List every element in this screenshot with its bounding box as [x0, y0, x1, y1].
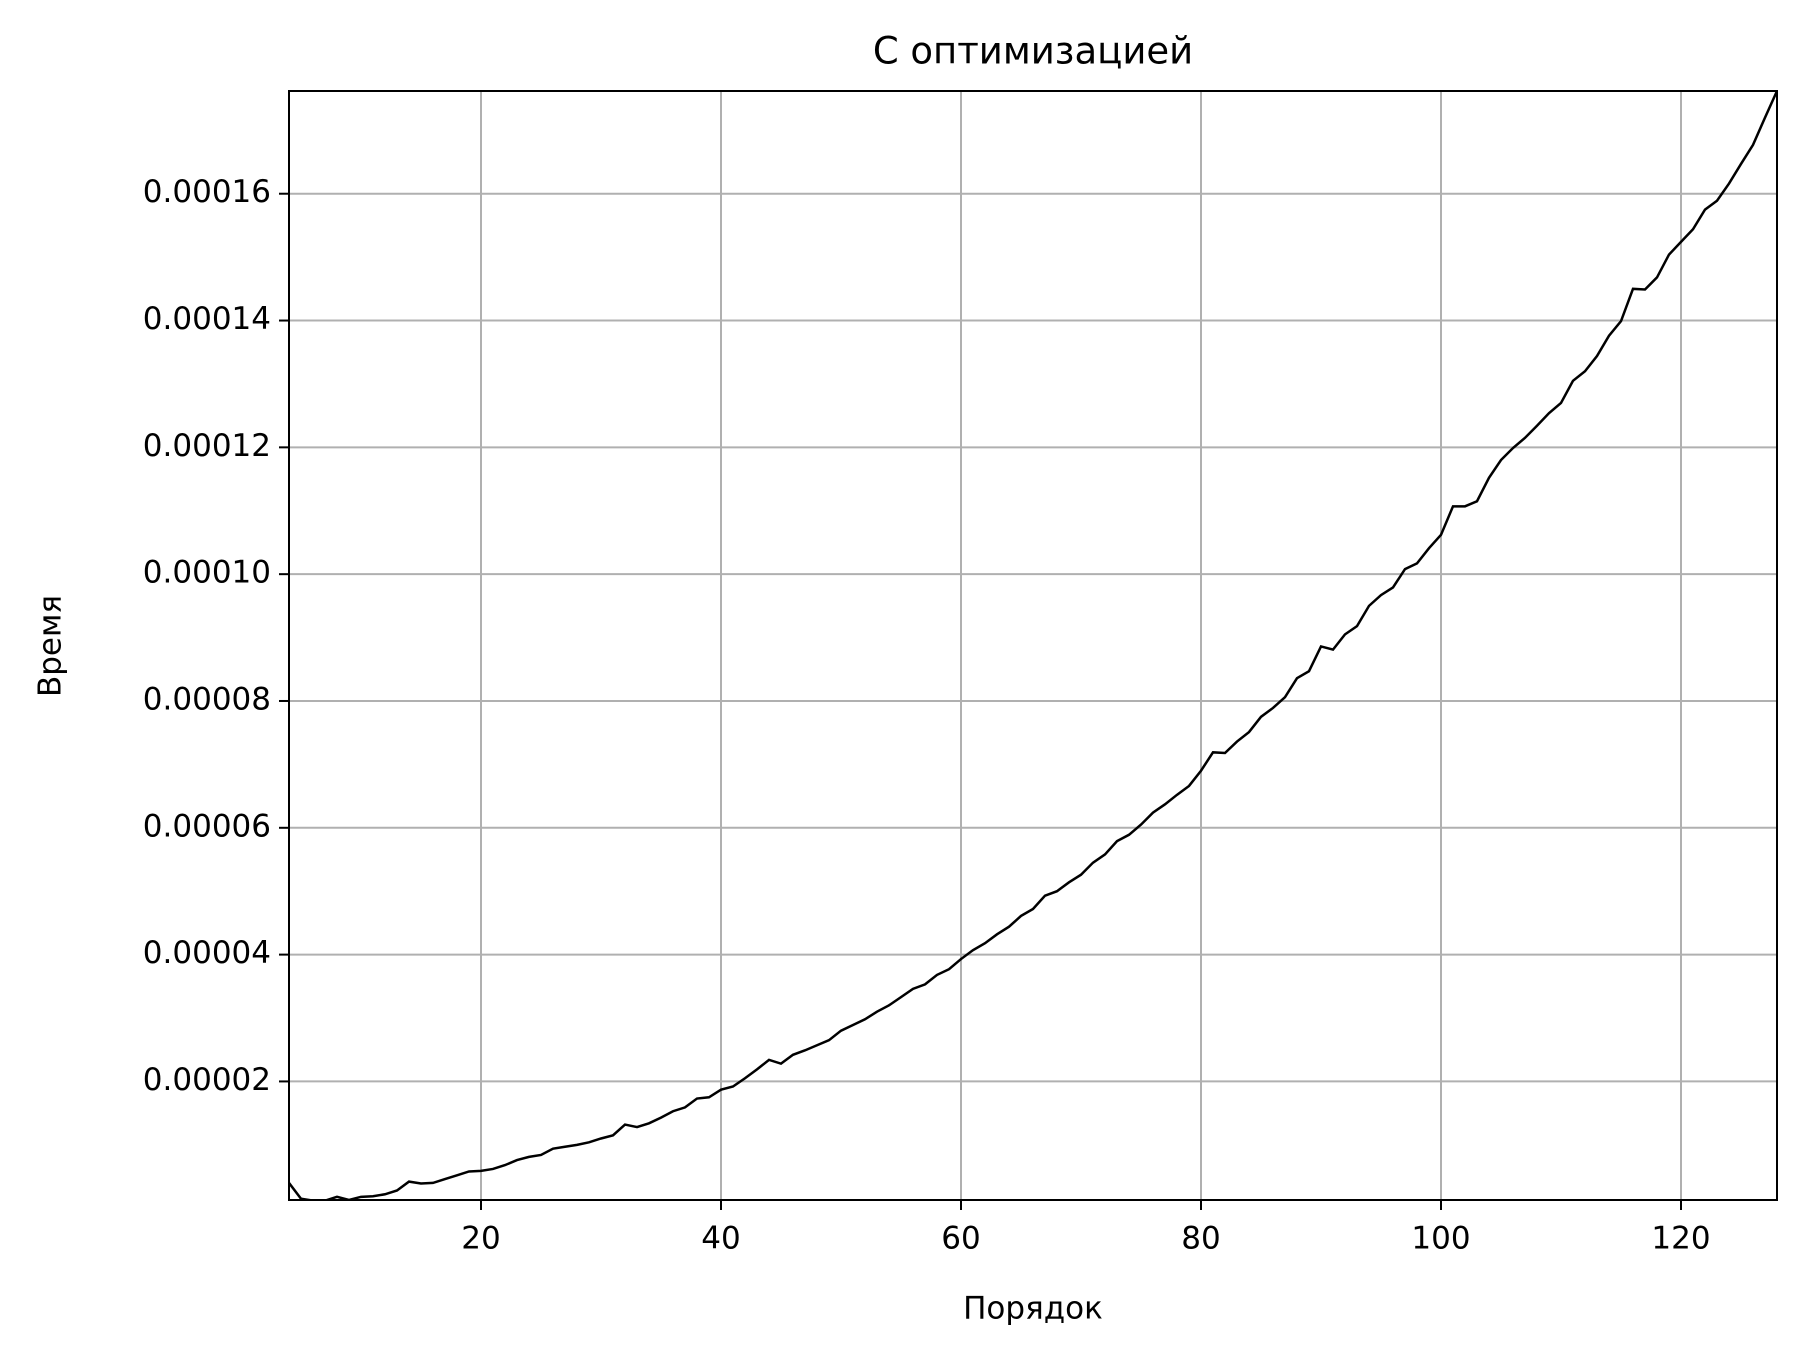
data-line [289, 91, 1777, 1200]
x-tick-label: 120 [1651, 1221, 1710, 1257]
x-tick-label: 20 [461, 1221, 500, 1257]
y-tick-label: 0.00004 [143, 935, 271, 971]
plot-frame [288, 90, 1778, 1201]
x-tick-label: 40 [701, 1221, 740, 1257]
y-tick-label: 0.00012 [143, 428, 271, 464]
y-tick-label: 0.00014 [143, 301, 271, 337]
y-tick-label: 0.00006 [143, 808, 271, 844]
y-tick-label: 0.00002 [143, 1062, 271, 1098]
y-tick-label: 0.00008 [143, 681, 271, 717]
y-axis-label: Время [33, 595, 69, 697]
x-tick-label: 60 [941, 1221, 980, 1257]
x-tick-label: 80 [1181, 1221, 1220, 1257]
x-tick-label: 100 [1411, 1221, 1470, 1257]
x-axis-label: Порядок [963, 1291, 1103, 1327]
y-tick-label: 0.00016 [143, 174, 271, 210]
y-tick-label: 0.00010 [143, 555, 271, 591]
chart-title: С оптимизацией [873, 30, 1193, 73]
